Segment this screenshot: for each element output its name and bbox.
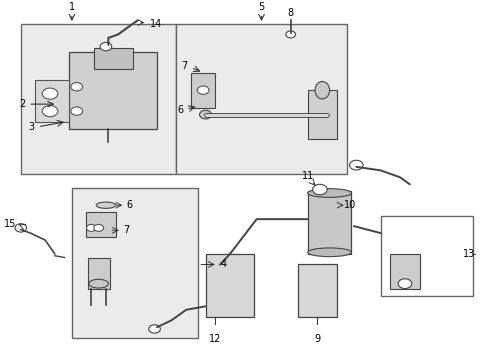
Ellipse shape xyxy=(96,202,116,208)
Circle shape xyxy=(397,279,411,289)
Text: 2: 2 xyxy=(20,99,26,109)
Circle shape xyxy=(285,31,295,38)
Text: 6: 6 xyxy=(126,200,133,210)
Circle shape xyxy=(15,224,27,232)
Circle shape xyxy=(71,107,82,115)
FancyBboxPatch shape xyxy=(176,24,346,174)
Text: 8: 8 xyxy=(287,8,293,18)
Text: 9: 9 xyxy=(314,334,320,344)
Ellipse shape xyxy=(199,110,211,119)
Circle shape xyxy=(86,224,96,231)
FancyBboxPatch shape xyxy=(72,188,198,338)
Circle shape xyxy=(312,184,326,195)
Circle shape xyxy=(42,88,58,99)
Ellipse shape xyxy=(314,81,329,99)
Circle shape xyxy=(148,325,160,333)
FancyBboxPatch shape xyxy=(86,212,116,237)
FancyBboxPatch shape xyxy=(307,90,336,139)
Text: 1: 1 xyxy=(69,2,75,12)
Circle shape xyxy=(349,160,363,170)
FancyBboxPatch shape xyxy=(297,265,336,317)
FancyBboxPatch shape xyxy=(307,191,351,254)
Circle shape xyxy=(42,105,58,117)
Text: 15: 15 xyxy=(4,219,16,229)
Text: 7: 7 xyxy=(122,225,129,235)
FancyBboxPatch shape xyxy=(88,257,110,289)
Ellipse shape xyxy=(307,248,351,257)
FancyBboxPatch shape xyxy=(69,52,157,129)
Circle shape xyxy=(94,224,103,231)
Text: 10: 10 xyxy=(344,200,356,210)
Text: 3: 3 xyxy=(28,122,34,132)
Text: 13: 13 xyxy=(462,249,474,259)
FancyBboxPatch shape xyxy=(389,254,419,289)
Text: 5: 5 xyxy=(258,2,264,12)
FancyBboxPatch shape xyxy=(35,80,69,122)
FancyBboxPatch shape xyxy=(94,48,132,69)
Text: 12: 12 xyxy=(209,334,221,344)
FancyBboxPatch shape xyxy=(191,73,215,108)
Text: 6: 6 xyxy=(177,105,183,116)
FancyBboxPatch shape xyxy=(21,24,176,174)
Circle shape xyxy=(100,42,112,51)
Text: 4: 4 xyxy=(220,260,226,270)
Ellipse shape xyxy=(307,189,351,197)
Ellipse shape xyxy=(89,279,108,288)
FancyBboxPatch shape xyxy=(205,254,254,317)
FancyBboxPatch shape xyxy=(380,216,472,296)
Text: 11: 11 xyxy=(301,171,313,181)
Text: 7: 7 xyxy=(181,62,187,72)
Text: 14: 14 xyxy=(149,19,162,29)
Circle shape xyxy=(197,86,208,94)
Circle shape xyxy=(71,82,82,91)
